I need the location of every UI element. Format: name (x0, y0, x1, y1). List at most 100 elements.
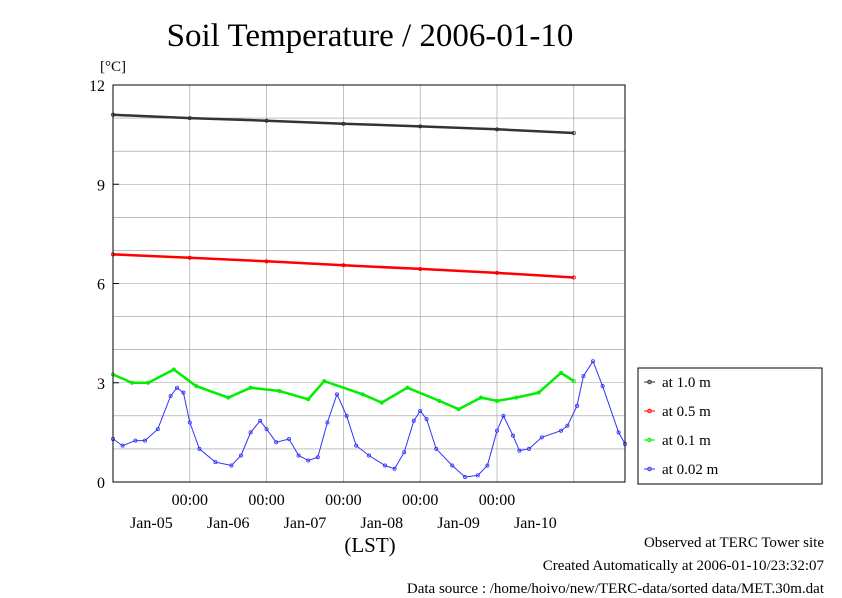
series-point (277, 389, 282, 394)
series-point (379, 400, 384, 405)
series-point (229, 463, 234, 468)
series-point (527, 446, 532, 451)
x-axis-label: (LST) (344, 533, 395, 557)
legend-marker (647, 408, 652, 414)
series-point (565, 423, 570, 428)
x-date-tick-label: Jan-05 (130, 515, 173, 532)
series-point (325, 420, 330, 425)
series-point (382, 463, 387, 468)
series-point (264, 427, 269, 432)
series-point (575, 403, 580, 408)
series-point (264, 259, 269, 264)
x-time-tick-label: 00:00 (172, 492, 208, 509)
legend-marker (647, 379, 652, 385)
series-point (456, 407, 461, 412)
chart-title: Soil Temperature / 2006-01-10 (167, 18, 574, 54)
series-point (248, 430, 253, 435)
y-tick-label: 6 (97, 277, 105, 294)
series-point (434, 446, 439, 451)
series-point (226, 395, 231, 400)
series-point (494, 127, 499, 132)
series-point (494, 398, 499, 403)
series-markers (111, 112, 576, 135)
x-date-tick-label: Jan-09 (437, 515, 480, 532)
series-point (392, 466, 397, 471)
series-point (405, 385, 410, 390)
series-point (187, 116, 192, 121)
series-point (171, 367, 176, 372)
series-point (264, 118, 269, 123)
series-point (402, 450, 407, 455)
y-tick-label: 12 (89, 78, 105, 95)
series-point (197, 446, 202, 451)
x-date-tick-label: Jan-08 (360, 515, 403, 532)
series-point (450, 463, 455, 468)
series-point (306, 397, 311, 402)
series-point (514, 395, 519, 400)
series-point (559, 428, 564, 433)
series-point (510, 433, 515, 438)
x-time-tick-label: 00:00 (479, 492, 515, 509)
footer-created-note: Created Automatically at 2006-01-10/23:3… (542, 558, 824, 574)
series-point (494, 270, 499, 275)
series-point (213, 460, 218, 465)
y-tick-label: 9 (97, 177, 105, 194)
series-point (248, 385, 253, 390)
series-point (187, 420, 192, 425)
series-point (120, 443, 125, 448)
series-point (581, 374, 586, 379)
series-point (341, 121, 346, 126)
x-date-tick-label: Jan-07 (284, 515, 327, 532)
series-point (174, 385, 179, 390)
series-point (418, 266, 423, 271)
footer-site-note: Observed at TERC Tower site (643, 535, 824, 551)
footer-data-source: Data source : /home/hoivo/new/TERC-data/… (406, 581, 824, 597)
legend-label: at 0.02 m (662, 462, 719, 478)
series-point (616, 430, 621, 435)
x-time-tick-label: 00:00 (402, 492, 438, 509)
series-point (181, 390, 186, 395)
y-tick-label: 0 (97, 475, 105, 492)
series-point (286, 436, 291, 441)
series-point (591, 359, 596, 364)
x-time-tick-label: 00:00 (325, 492, 361, 509)
series-point (437, 398, 442, 403)
series-point (536, 390, 541, 395)
series-point (344, 413, 349, 418)
x-date-tick-label: Jan-10 (514, 515, 557, 532)
series-point (341, 263, 346, 268)
series-point (354, 443, 359, 448)
series-point (571, 379, 576, 384)
series-point (334, 392, 339, 397)
series-point (315, 455, 320, 460)
series-point (475, 473, 480, 478)
series-line (112, 360, 626, 478)
series-point (142, 438, 147, 443)
series-point (517, 448, 522, 453)
series-point (559, 370, 564, 375)
series-point (133, 438, 138, 443)
legend-label: at 0.1 m (662, 433, 711, 449)
series-point (274, 440, 279, 445)
legend: at 1.0 m at 0.5 m at 0.1 m at 0.02 m (637, 367, 823, 485)
legend-label: at 0.5 m (662, 404, 711, 420)
series-point (501, 413, 506, 418)
series-point (571, 275, 576, 280)
series-point (130, 380, 135, 385)
series-point (571, 130, 576, 135)
series-line (112, 368, 575, 411)
y-tick-label: 3 (97, 376, 105, 393)
series-point (418, 124, 423, 129)
y-axis-unit-label: [°C] (100, 59, 126, 75)
series-point (424, 417, 429, 422)
series-point (258, 418, 263, 423)
series-line (112, 253, 574, 279)
series-point (146, 380, 151, 385)
series-point (418, 408, 423, 413)
series-point (296, 453, 301, 458)
series-point (462, 475, 467, 480)
series-point (411, 418, 416, 423)
series-point (485, 463, 490, 468)
legend-label: at 1.0 m (662, 375, 711, 391)
